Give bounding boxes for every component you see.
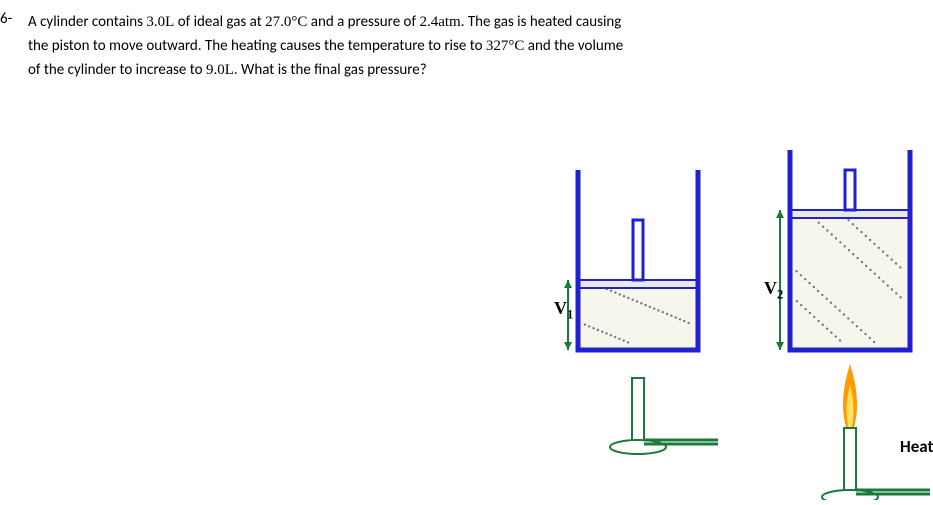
label-v1: V1 bbox=[554, 298, 573, 323]
cylinder-diagram: V1 V2 Heat bbox=[540, 140, 933, 500]
problem-text: A cylinder contains 3.0L of ideal gas at… bbox=[28, 10, 920, 82]
diagram-svg bbox=[540, 140, 933, 500]
value-volume1: 3.0L bbox=[146, 14, 174, 30]
value-temp1: 27.0°C bbox=[265, 14, 307, 30]
problem-block: 6- A cylinder contains 3.0L of ideal gas… bbox=[0, 10, 920, 82]
value-volume2: 9.0L bbox=[206, 62, 234, 78]
value-temp2: 327°C bbox=[486, 38, 525, 54]
text: . What is the final gas pressure? bbox=[234, 61, 427, 79]
text: of ideal gas at bbox=[174, 13, 265, 31]
value-pressure1: 2.4atm bbox=[419, 14, 460, 30]
text: . The gas is heated causing bbox=[461, 13, 622, 31]
text: of the cylinder to increase to bbox=[28, 61, 206, 79]
text: the piston to move outward. The heating … bbox=[28, 37, 486, 55]
text: A cylinder contains bbox=[28, 13, 146, 31]
problem-number: 6- bbox=[0, 10, 12, 28]
label-v2: V2 bbox=[764, 278, 783, 303]
text: and the volume bbox=[524, 37, 623, 55]
text: and a pressure of bbox=[307, 13, 419, 31]
label-heat: Heat bbox=[900, 436, 933, 457]
